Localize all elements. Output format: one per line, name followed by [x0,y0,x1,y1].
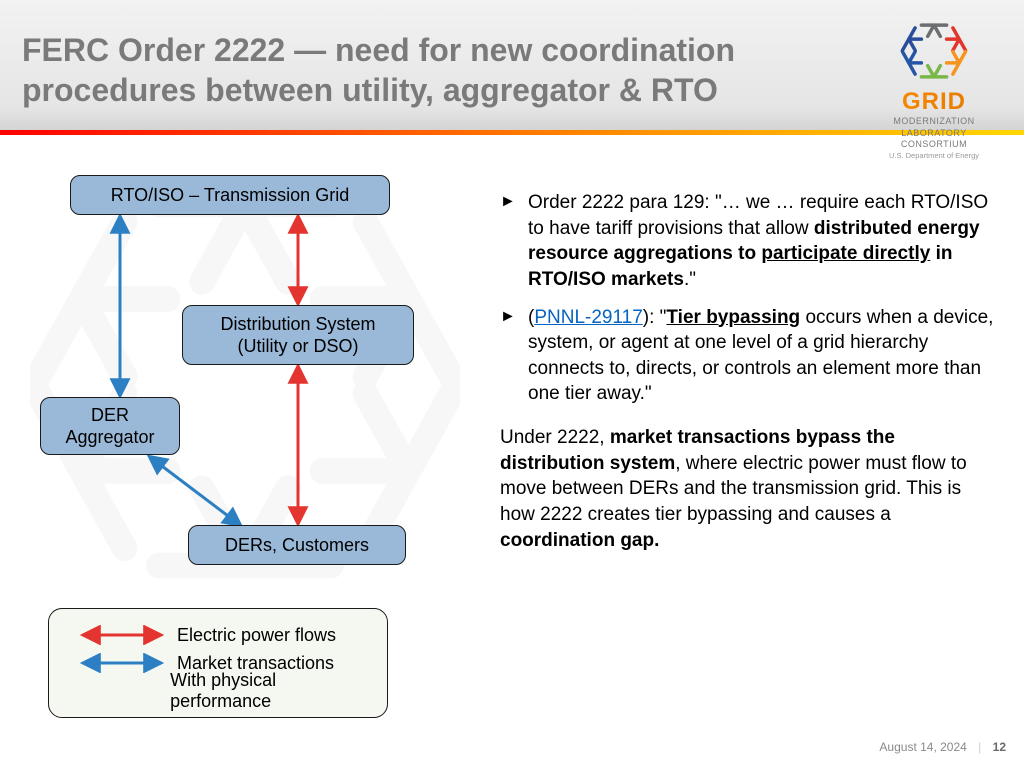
grid-logo: GRID MODERNIZATION LABORATORY CONSORTIUM… [869,20,999,160]
bullet-2: (PNNL-29117): "Tier bypassing occurs whe… [500,305,994,408]
legend-label-sub: With physical performance [170,670,369,712]
node-ders: DERs, Customers [188,525,406,565]
logo-line2: LABORATORY [869,128,999,140]
legend-spacer [67,679,170,703]
b2-mid: ): " [643,307,667,328]
legend-row-sub: With physical performance [67,677,369,705]
logo-word: GRID [869,88,999,116]
footer-sep: | [978,740,981,754]
node-rto: RTO/ISO – Transmission Grid [70,175,390,215]
footer: August 14, 2024 | 12 [879,740,1006,754]
paragraph: Under 2222, market transactions bypass t… [500,425,994,553]
node-agg: DERAggregator [40,397,180,455]
grid-logo-hex-icon [899,20,969,82]
legend-arrow-blue-icon [67,651,177,675]
footer-date: August 14, 2024 [879,740,966,754]
legend-row-power: Electric power flows [67,621,369,649]
p-pre: Under 2222, [500,427,610,448]
diagram-arrows [30,175,470,575]
b2-bu: Tier bypassing [666,307,800,328]
p-b2: coordination gap. [500,530,659,551]
logo-line1: MODERNIZATION [869,116,999,128]
content-right: Order 2222 para 129: "… we … require eac… [500,190,994,553]
legend: Electric power flows Market transactions… [48,608,388,718]
legend-label-power: Electric power flows [177,625,336,646]
footer-page: 12 [993,740,1006,754]
node-dist: Distribution System(Utility or DSO) [182,305,414,365]
bullet-1: Order 2222 para 129: "… we … require eac… [500,190,994,293]
b1-bu: participate directly [761,243,930,264]
bullet-list: Order 2222 para 129: "… we … require eac… [500,190,994,407]
logo-line4: U.S. Department of Energy [869,151,999,160]
hierarchy-diagram: RTO/ISO – Transmission Grid Distribution… [30,175,470,575]
page-title: FERC Order 2222 — need for new coordinat… [22,30,842,110]
logo-line3: CONSORTIUM [869,139,999,151]
b1-post: ." [684,269,696,290]
pnnl-link[interactable]: PNNL-29117 [534,307,642,328]
legend-arrow-red-icon [67,623,177,647]
slide: FERC Order 2222 — need for new coordinat… [0,0,1024,768]
